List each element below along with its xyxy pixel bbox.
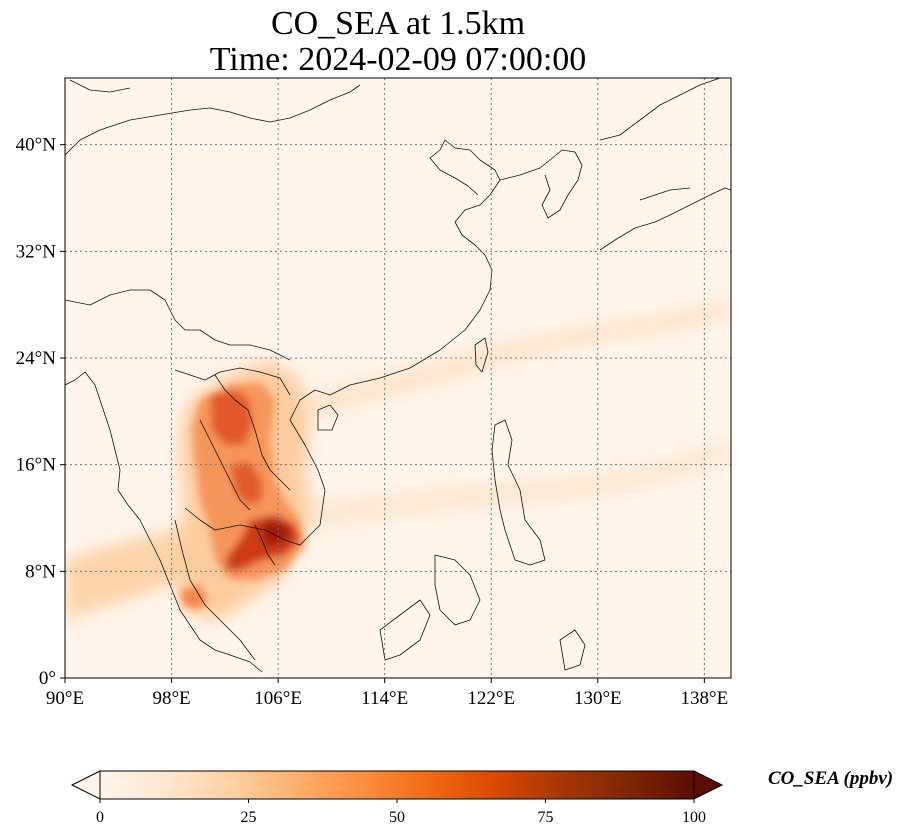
lon-tick-label: 90°E xyxy=(46,688,84,709)
lat-tick-label: 32°N xyxy=(16,241,57,262)
lat-tick-label: 24°N xyxy=(16,348,57,369)
colorbar-tick-label: 50 xyxy=(389,809,405,826)
lat-tick-label: 40°N xyxy=(16,135,57,156)
map-title-line2: Time: 2024-02-09 07:00:00 xyxy=(209,41,587,78)
co-concentration-field xyxy=(65,300,731,630)
colorbar-tick-label: 25 xyxy=(241,809,257,826)
lon-tick-label: 122°E xyxy=(467,688,515,709)
latitude-tick-labels: 0° 8°N 16°N 24°N 32°N 40°N xyxy=(16,135,65,689)
colorbar-tick-label: 75 xyxy=(538,809,554,826)
lon-tick-label: 114°E xyxy=(361,688,408,709)
lat-tick-label: 8°N xyxy=(25,561,56,582)
map-title-line1: CO_SEA at 1.5km xyxy=(270,5,526,42)
colorbar-gradient xyxy=(100,771,694,799)
map-gridlines xyxy=(65,78,731,678)
lat-tick-label: 16°N xyxy=(16,455,57,476)
colorbar-tick-labels: 0 25 50 75 100 xyxy=(96,799,706,826)
colorbar-tick-label: 0 xyxy=(96,809,104,826)
colorbar-tick-label: 100 xyxy=(682,809,706,826)
colorbar: 0 25 50 75 100 xyxy=(70,770,724,826)
map-frame xyxy=(64,77,732,679)
longitude-tick-labels: 90°E 98°E 106°E 114°E 122°E 130°E 138°E xyxy=(46,678,728,709)
colorbar-extend-max xyxy=(693,770,724,800)
colorbar-extend-min xyxy=(70,770,101,800)
lat-tick-label: 0° xyxy=(39,668,56,689)
lon-tick-label: 130°E xyxy=(574,688,622,709)
lon-tick-label: 138°E xyxy=(681,688,729,709)
colorbar-label: CO_SEA (ppbv) xyxy=(768,768,894,789)
coastlines xyxy=(65,78,731,673)
lon-tick-label: 106°E xyxy=(254,688,302,709)
lon-tick-label: 98°E xyxy=(152,688,190,709)
